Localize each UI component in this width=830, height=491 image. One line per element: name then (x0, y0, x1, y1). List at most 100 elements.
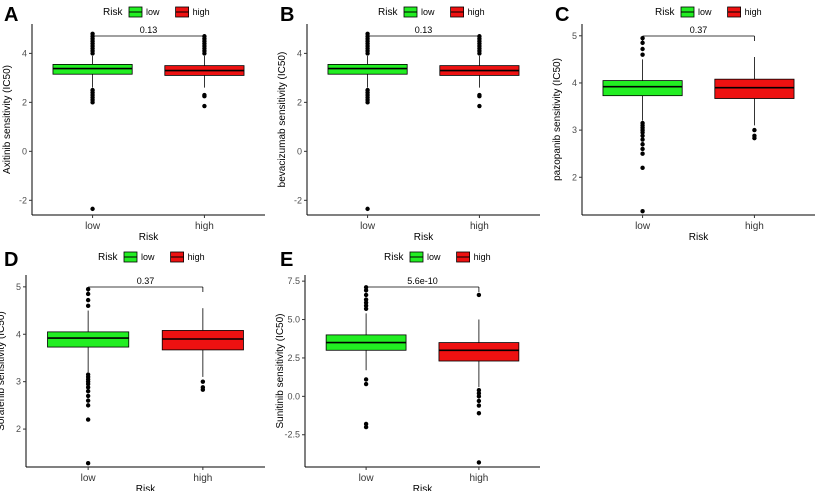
outlier-point-high (476, 411, 482, 416)
outlier-point-low (363, 306, 369, 311)
x-axis-title: Risk (139, 232, 159, 243)
outlier-point-low (640, 165, 645, 171)
pvalue-label: 0.37 (690, 25, 708, 35)
outlier-point-low (640, 137, 645, 142)
y-tick-label: -2 (294, 195, 302, 205)
y-tick-label: 7.5 (287, 276, 300, 286)
outlier-point-low (363, 377, 369, 382)
legend-label-high: high (188, 252, 205, 262)
y-tick-label: 5 (16, 282, 21, 292)
outlier-point-high (476, 391, 482, 396)
outlier-point-low (640, 130, 645, 135)
outlier-point-low (363, 421, 369, 427)
outlier-point-high (477, 103, 482, 109)
x-tick-label-low: low (359, 473, 375, 484)
outlier-point-high (476, 398, 482, 404)
y-tick-label: 2 (16, 424, 21, 434)
panel-letter: D (4, 249, 18, 271)
outlier-point-low (363, 297, 369, 302)
outlier-point-high (202, 94, 207, 99)
x-tick-label-high: high (195, 221, 214, 232)
outlier-point-low (85, 403, 91, 408)
pvalue-label: 0.13 (140, 25, 158, 35)
legend-label-low: low (146, 7, 160, 17)
outlier-point-low (640, 40, 645, 46)
x-axis-title: Risk (136, 484, 156, 491)
outlier-point-low (85, 385, 91, 390)
outlier-point-low (363, 381, 369, 387)
outlier-point-high (477, 51, 482, 56)
outlier-point-low (365, 51, 370, 56)
outlier-point-low (85, 297, 91, 303)
panel-letter: A (4, 4, 18, 26)
outlier-point-low (85, 393, 91, 399)
outlier-point-high (476, 388, 482, 393)
outlier-point-high (752, 135, 757, 141)
box-high (714, 78, 795, 99)
outlier-point-high (476, 403, 482, 408)
outlier-point-low (640, 209, 645, 214)
legend-label-low: low (141, 252, 155, 262)
outlier-point-low (85, 398, 91, 403)
panel-letter: C (555, 4, 569, 26)
y-tick-label: 0 (297, 146, 302, 156)
y-tick-label: 4 (22, 48, 27, 58)
legend-label-high: high (745, 7, 762, 17)
x-tick-label-high: high (470, 221, 489, 232)
outlier-point-high (202, 51, 207, 56)
y-tick-label: 3 (572, 125, 577, 135)
box-low (47, 331, 130, 348)
outlier-point-high (476, 394, 482, 399)
legend-title: Risk (98, 252, 118, 263)
y-tick-label: 2.5 (287, 353, 300, 363)
box-high (438, 342, 520, 362)
outlier-point-low (90, 51, 95, 56)
outlier-point-low (363, 292, 369, 298)
outlier-point-low (85, 381, 91, 387)
y-tick-label: 4 (297, 48, 302, 58)
outlier-point-low (90, 100, 95, 105)
panel-d: D Risk low high 2 3 4 5 low high Risk Sorafenib sen… (0, 249, 265, 491)
outlier-point-low (85, 291, 91, 297)
x-tick-label-high: high (193, 473, 212, 484)
y-tick-label: -2.5 (284, 430, 300, 440)
panel-c: C Risk low high 2 3 4 5 low high Risk pazopanib sen… (552, 4, 815, 243)
y-tick-label: 5.0 (287, 315, 300, 325)
y-axis-title: Sunitinib sensitivity (IC50) (275, 313, 286, 428)
panel-letter: E (280, 249, 293, 271)
outlier-point-high (476, 292, 482, 298)
x-axis-title: Risk (413, 484, 433, 491)
outlier-point-low (365, 100, 370, 105)
pvalue-label: 5.6e-10 (407, 276, 438, 286)
x-tick-label-low: low (635, 221, 651, 232)
y-tick-label: 4 (16, 329, 21, 339)
legend-label-low: low (421, 7, 435, 17)
y-axis-title: bevacizumab sensitivity (IC50) (277, 52, 288, 188)
outlier-point-high (202, 103, 207, 109)
panel-e: E Risk low high -2.5 0.0 2.5 5.0 7.5 low high Risk S… (275, 249, 540, 491)
panel-b: B Risk low high -2 0 2 4 low high Risk bevacizumab … (277, 4, 540, 243)
outlier-point-low (363, 424, 369, 430)
outlier-point-low (640, 52, 645, 57)
x-tick-label-high: high (745, 221, 764, 232)
pvalue-label: 0.13 (415, 25, 433, 35)
panel-letter: B (280, 4, 294, 26)
outlier-point-low (85, 417, 91, 422)
outlier-point-high (200, 387, 206, 392)
outlier-point-low (363, 303, 369, 308)
y-tick-label: 3 (16, 377, 21, 387)
outlier-point-low (90, 206, 95, 212)
legend-title: Risk (384, 252, 404, 263)
outlier-point-low (85, 388, 91, 394)
x-tick-label-high: high (469, 473, 488, 484)
x-axis-title: Risk (414, 232, 434, 243)
y-tick-label: 2 (572, 172, 577, 182)
y-axis-title: Sorafenib sensitivity (IC50) (0, 311, 7, 431)
x-tick-label-low: low (85, 221, 101, 232)
legend-label-high: high (193, 7, 210, 17)
y-tick-label: -2 (19, 195, 27, 205)
legend-label-high: high (468, 7, 485, 17)
legend-title: Risk (103, 7, 123, 18)
legend-label-low: low (698, 7, 712, 17)
